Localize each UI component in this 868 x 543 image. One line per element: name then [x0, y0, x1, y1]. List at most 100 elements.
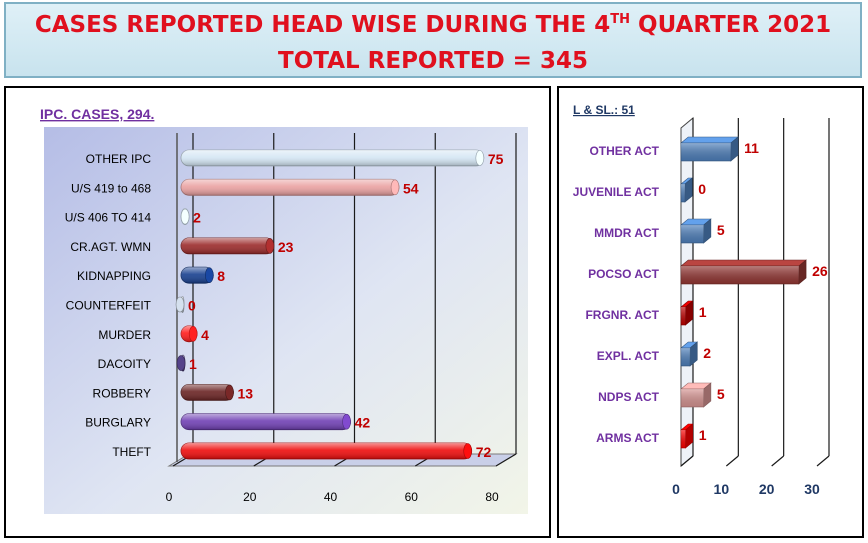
- data-label: 5: [717, 386, 725, 402]
- bar-shine: [681, 143, 731, 161]
- data-label: 2: [193, 210, 201, 226]
- category-label: MMDR ACT: [594, 226, 660, 240]
- bar-dacoity: 1: [176, 354, 197, 372]
- x-tick-label: 30: [804, 481, 820, 497]
- category-label: COUNTERFEIT: [66, 299, 152, 313]
- x-tick-label: 20: [759, 481, 775, 497]
- header-banner: CASES REPORTED HEAD WISE DURING THE 4TH …: [4, 2, 862, 78]
- bar-pocso-act: 26: [680, 259, 828, 285]
- category-label: OTHER IPC: [86, 152, 152, 166]
- bar-other-act: 11: [680, 136, 759, 162]
- bar-arms-act: 1: [680, 423, 707, 449]
- gridline-floor: [816, 455, 830, 467]
- data-label: 8: [217, 268, 225, 284]
- category-label: EXPL. ACT: [597, 349, 660, 363]
- data-label: 42: [355, 415, 371, 431]
- data-label: 11: [744, 140, 759, 156]
- bar-mmdr-act: 5: [680, 218, 725, 244]
- category-label: THEFT: [112, 445, 151, 459]
- lsl-chart: L & SL.: 51 11 0 5 26 1 2 5 1 OTHER ACT JUVENILE…: [573, 103, 830, 497]
- bar-shine: [181, 179, 400, 196]
- header-title: CASES REPORTED HEAD WISE DURING THE 4TH …: [34, 12, 832, 38]
- bar-ndps-act: 5: [680, 382, 725, 408]
- bar-shine: [681, 307, 686, 325]
- bar-shine: [681, 184, 685, 202]
- data-label: 5: [717, 222, 725, 238]
- data-label: 4: [201, 327, 209, 343]
- bar-shine: [181, 443, 472, 459]
- category-label: OTHER ACT: [589, 144, 659, 158]
- plot-back-wall: [693, 118, 829, 456]
- data-label: 1: [699, 304, 707, 320]
- category-label: U/S 419 to 468: [71, 181, 151, 195]
- bar-shine: [681, 348, 691, 366]
- bar-cap: [475, 150, 485, 166]
- bar-cap: [205, 267, 214, 283]
- bar-cap: [265, 238, 275, 254]
- category-label: DACOITY: [98, 357, 151, 371]
- gridline-floor: [495, 453, 517, 467]
- plot-side-wall: [680, 116, 694, 468]
- bar-other-ipc: 75: [180, 149, 504, 167]
- category-label: FRGNR. ACT: [585, 308, 659, 322]
- bar-cap: [180, 208, 190, 225]
- bar-cap: [188, 326, 198, 342]
- x-tick-label: 0: [672, 481, 680, 497]
- data-label: 0: [698, 181, 706, 197]
- data-label: 13: [237, 385, 253, 401]
- category-label: ARMS ACT: [596, 431, 660, 445]
- category-label: MURDER: [98, 328, 151, 342]
- bar-u-s-406-to-414: 2: [180, 208, 201, 226]
- bar-cap: [390, 179, 400, 196]
- data-label: 2: [703, 345, 711, 361]
- data-label: 72: [476, 444, 492, 460]
- bar-shine: [681, 389, 704, 407]
- category-label: JUVENILE ACT: [573, 185, 660, 199]
- category-label: BURGLARY: [85, 416, 151, 430]
- bar-cap: [463, 443, 473, 459]
- bar-cap: [176, 355, 186, 371]
- data-label: 75: [488, 151, 504, 167]
- bar-shine: [181, 267, 214, 284]
- bar-expl-act: 2: [680, 341, 711, 367]
- bar-murder: 4: [180, 325, 209, 343]
- data-label: 23: [278, 239, 294, 255]
- bar-counterfeit: 0: [175, 296, 196, 314]
- bar-cr-agt-wmn: 23: [180, 237, 294, 255]
- data-label: 1: [699, 427, 707, 443]
- category-label: CR.AGT. WMN: [70, 240, 151, 254]
- gridline-floor: [725, 455, 739, 467]
- bar-u-s-419-to-468: 54: [180, 178, 419, 196]
- bar-top: [680, 259, 807, 267]
- bar-shine: [181, 150, 484, 166]
- x-tick-label: 40: [324, 490, 338, 504]
- bar-kidnapping: 8: [180, 266, 225, 284]
- bar-frgnr-act: 1: [680, 300, 707, 326]
- bar-cap: [175, 296, 185, 313]
- category-label: NDPS ACT: [598, 390, 660, 404]
- bar-shine: [181, 237, 274, 254]
- x-tick-label: 10: [714, 481, 730, 497]
- category-label: U/S 406 TO 414: [65, 211, 152, 225]
- bar-shine: [181, 384, 234, 401]
- x-tick-label: 80: [485, 490, 499, 504]
- gridline-floor: [680, 455, 694, 467]
- x-tick-label: 0: [166, 490, 173, 504]
- category-label: ROBBERY: [93, 386, 151, 400]
- lsl-chart-panel: L & SL.: 51 11 0 5 26 1 2 5 1 OTHER ACT JUVENILE…: [557, 86, 864, 538]
- gridline-floor: [771, 455, 785, 467]
- bar-cap: [225, 384, 234, 401]
- bar-juvenile-act: 0: [680, 177, 706, 203]
- category-label: KIDNAPPING: [77, 269, 151, 283]
- bar-theft: 72: [180, 442, 492, 460]
- bar-shine: [181, 413, 351, 430]
- bar-top: [680, 136, 739, 144]
- bar-shine: [681, 266, 799, 284]
- bar-robbery: 13: [180, 383, 253, 401]
- chart-title: IPC. CASES, 294.: [40, 106, 154, 122]
- ipc-chart-panel: IPC. CASES, 294. 75 54 2 23 8 0 4 1 13 42 72 OTHER…: [4, 86, 551, 538]
- chart-title: L & SL.: 51: [573, 103, 635, 117]
- bar-cap: [342, 413, 351, 430]
- bar-shine: [681, 225, 704, 243]
